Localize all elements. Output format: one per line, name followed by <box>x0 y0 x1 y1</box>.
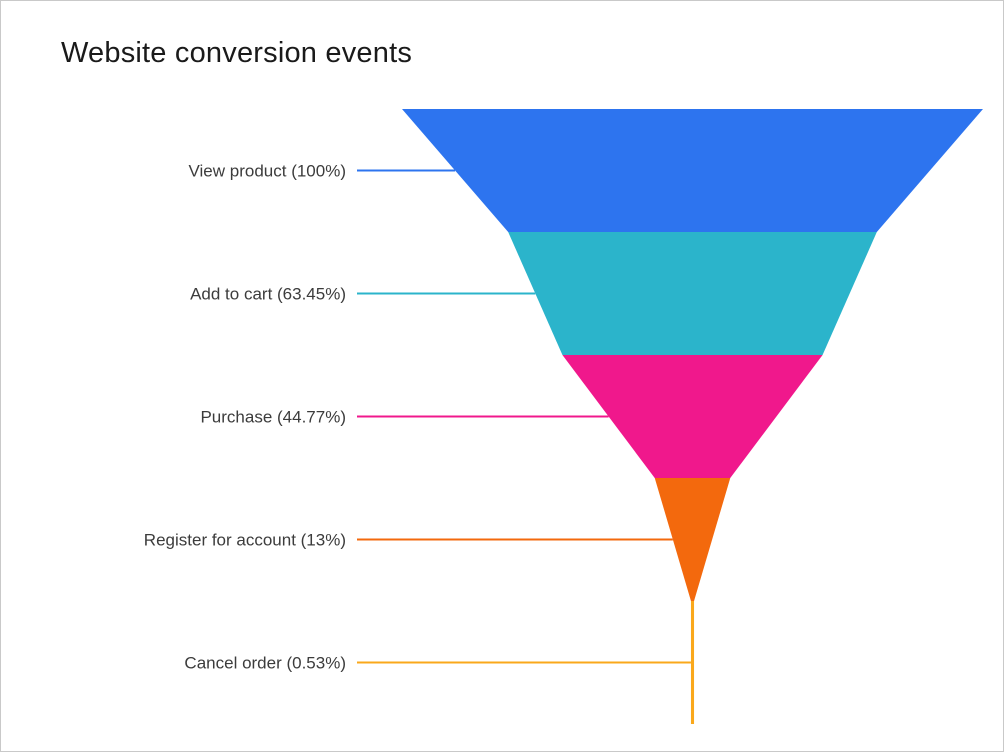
funnel-label-cancel-order: Cancel order (0.53%) <box>184 654 346 673</box>
funnel-slice-register-for-account[interactable] <box>654 478 731 601</box>
funnel-label-view-product: View product (100%) <box>189 162 347 181</box>
funnel-slice-add-to-cart[interactable] <box>508 232 877 355</box>
funnel-label-add-to-cart: Add to cart (63.45%) <box>190 285 346 304</box>
funnel-label-purchase: Purchase (44.77%) <box>200 408 346 427</box>
funnel-label-register-for-account: Register for account (13%) <box>144 531 346 550</box>
funnel-slice-purchase[interactable] <box>562 355 823 478</box>
chart-title: Website conversion events <box>61 37 413 69</box>
funnel-slice-cancel-order[interactable] <box>690 601 695 724</box>
funnel-slice-view-product[interactable] <box>402 109 983 232</box>
